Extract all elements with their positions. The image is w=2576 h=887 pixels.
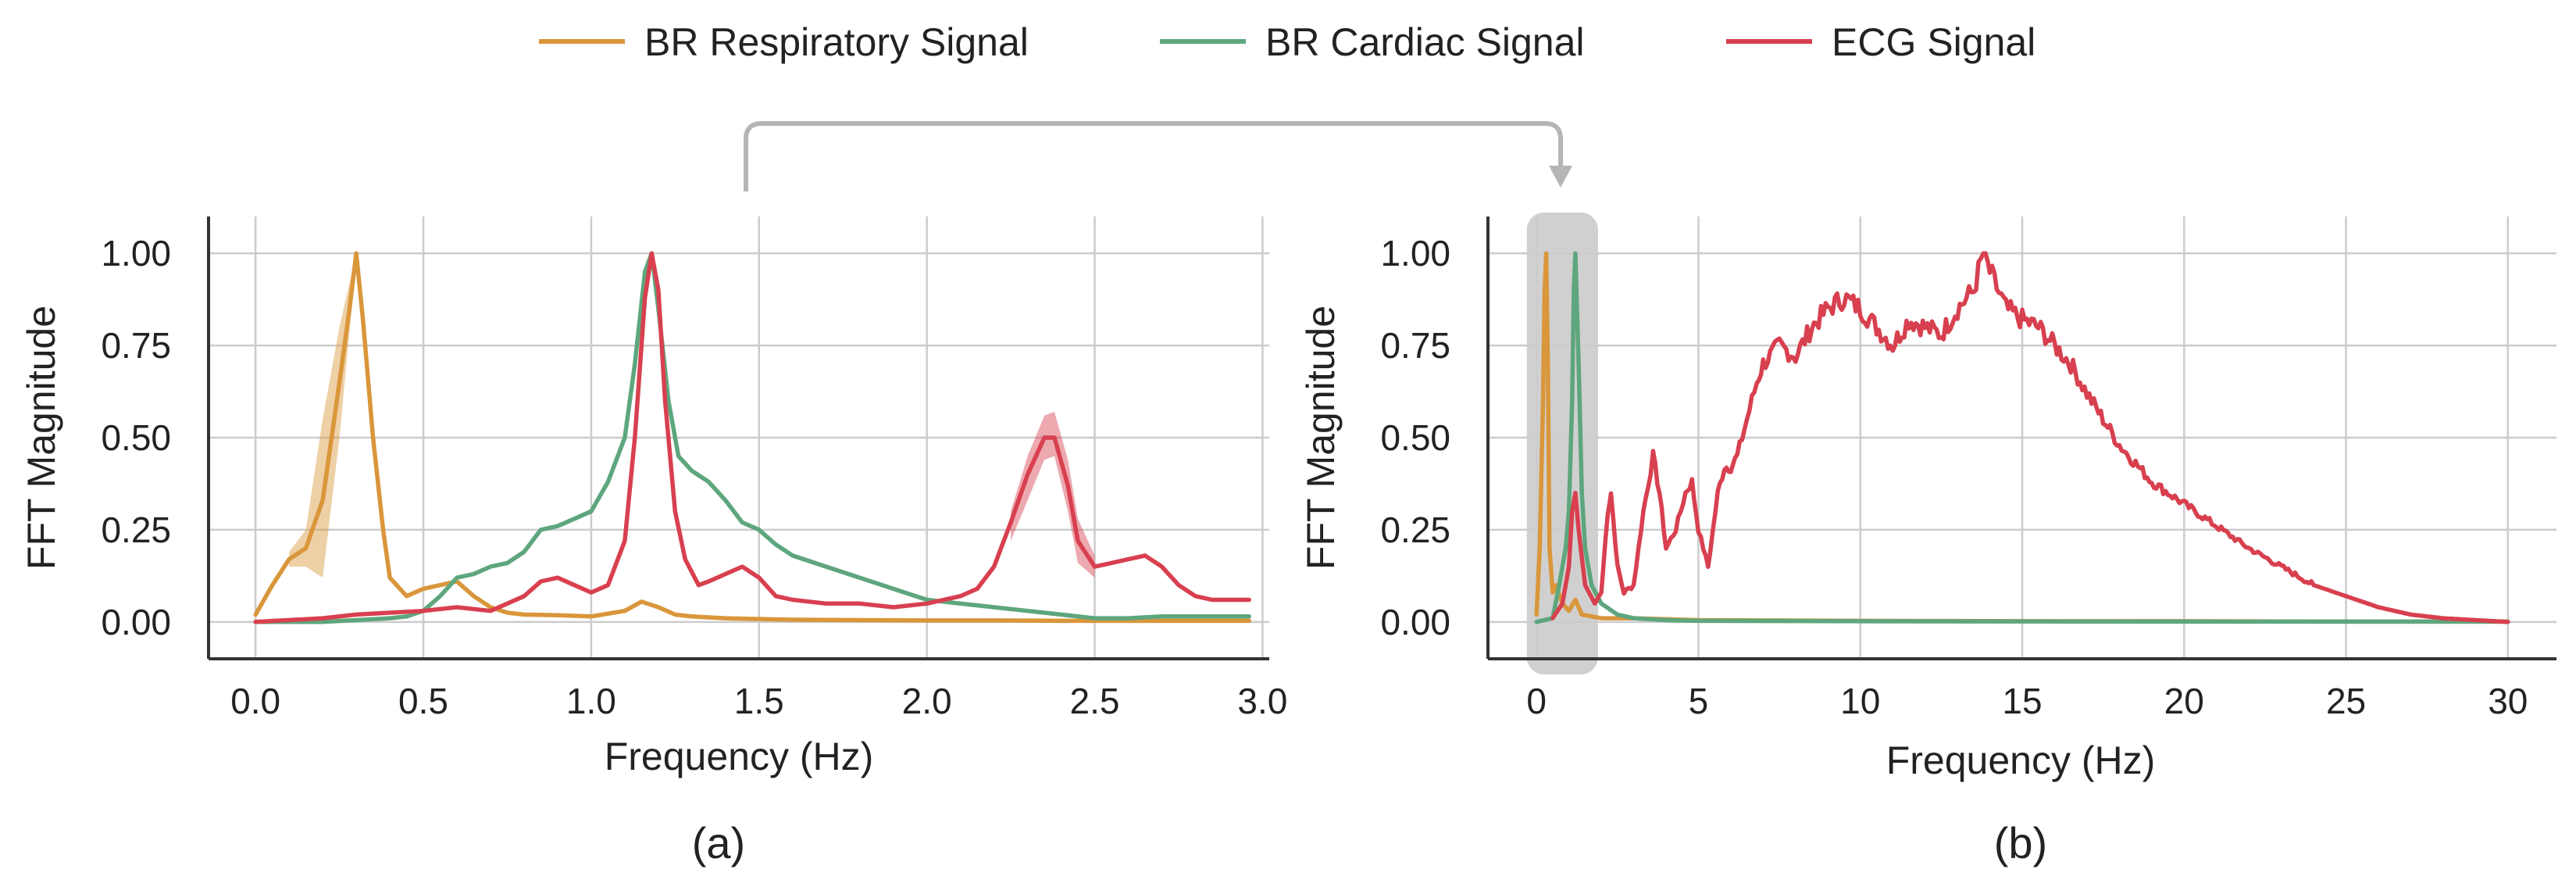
panel-b: 0 5 10 15 20 25 30 0.00 0.25 0.50 0.75 1.00 Frequen… <box>1299 213 2556 867</box>
panel-b-xtick-label-6: 30 <box>2488 681 2528 721</box>
panel-b-x-axis-label: Frequency (Hz) <box>1886 739 2156 782</box>
panel-a-line-br-respiratory-signal <box>253 251 1251 624</box>
panel-a-grid <box>209 216 1269 659</box>
panel-a-xtick-label-4: 2.0 <box>902 681 952 721</box>
panel-b-grid <box>1488 216 2556 659</box>
panel-b-ytick-label-1: 0.25 <box>1380 510 1450 550</box>
panel-a-y-axis-label: FFT Magnitude <box>20 306 63 570</box>
panel-a-ytick-label-2: 0.50 <box>101 417 171 458</box>
panel-a-ytick-label-0: 0.00 <box>101 602 171 642</box>
zoom-connector-arrow <box>744 121 1563 191</box>
panel-b-label: (b) <box>1994 818 2047 867</box>
panel-b-xtick-label-5: 25 <box>2326 681 2366 721</box>
panel-b-ytick-label-0: 0.00 <box>1380 602 1450 642</box>
zoom-connector-arrowhead <box>1549 166 1572 188</box>
panel-a-ytick-label-4: 1.00 <box>101 233 171 274</box>
panel-a: 0.0 0.5 1.0 1.5 2.0 2.5 3.0 0.00 0.25 0.50 0.75 1.0… <box>20 216 1287 867</box>
panel-a-xtick-label-6: 3.0 <box>1237 681 1287 721</box>
panel-a-series-lines <box>253 251 1251 624</box>
panel-a-x-axis-label: Frequency (Hz) <box>605 735 874 778</box>
panel-a-xtick-label-3: 1.5 <box>734 681 784 721</box>
panel-a-xtick-label-5: 2.5 <box>1070 681 1120 721</box>
panel-b-ytick-label-2: 0.50 <box>1380 417 1450 458</box>
panel-a-xtick-label-2: 1.0 <box>566 681 616 721</box>
panel-b-line-ecg-signal <box>1550 251 2510 624</box>
legend-label-br-cardiac: BR Cardiac Signal <box>1265 20 1585 64</box>
panel-b-xtick-label-0: 0 <box>1526 681 1547 721</box>
panel-a-label: (a) <box>692 818 745 867</box>
panel-b-xtick-label-4: 20 <box>2164 681 2204 721</box>
panel-a-band-br-respiratory-signal <box>289 253 357 578</box>
panel-a-confidence-bands <box>289 253 1095 578</box>
panel-b-xtick-label-3: 15 <box>2002 681 2042 721</box>
legend: BR Respiratory Signal BR Cardiac Signal … <box>539 20 2035 64</box>
legend-label-br-respiratory: BR Respiratory Signal <box>644 20 1029 64</box>
panel-b-ytick-label-4: 1.00 <box>1380 233 1450 274</box>
panel-b-series-lines <box>1534 251 2510 624</box>
panel-b-xtick-label-2: 10 <box>1840 681 1880 721</box>
panel-a-tick-labels: 0.0 0.5 1.0 1.5 2.0 2.5 3.0 0.00 0.25 0.50 0.75 1.0… <box>101 233 1287 721</box>
panel-b-y-axis-label: FFT Magnitude <box>1299 306 1343 570</box>
panel-b-line-br-cardiac-signal <box>1534 251 2510 624</box>
panel-a-ytick-label-1: 0.25 <box>101 510 171 550</box>
panel-b-ytick-label-3: 0.75 <box>1380 325 1450 366</box>
panel-b-xtick-label-1: 5 <box>1689 681 1709 721</box>
panel-a-xtick-label-0: 0.0 <box>230 681 280 721</box>
panel-a-band-ecg-signal <box>1011 412 1095 578</box>
panel-a-line-ecg-signal <box>253 251 1251 624</box>
panel-a-ytick-label-3: 0.75 <box>101 325 171 366</box>
legend-label-ecg: ECG Signal <box>1832 20 2035 64</box>
panel-b-tick-labels: 0 5 10 15 20 25 30 0.00 0.25 0.50 0.75 1.00 <box>1380 233 2528 721</box>
panel-a-xtick-label-1: 0.5 <box>398 681 448 721</box>
